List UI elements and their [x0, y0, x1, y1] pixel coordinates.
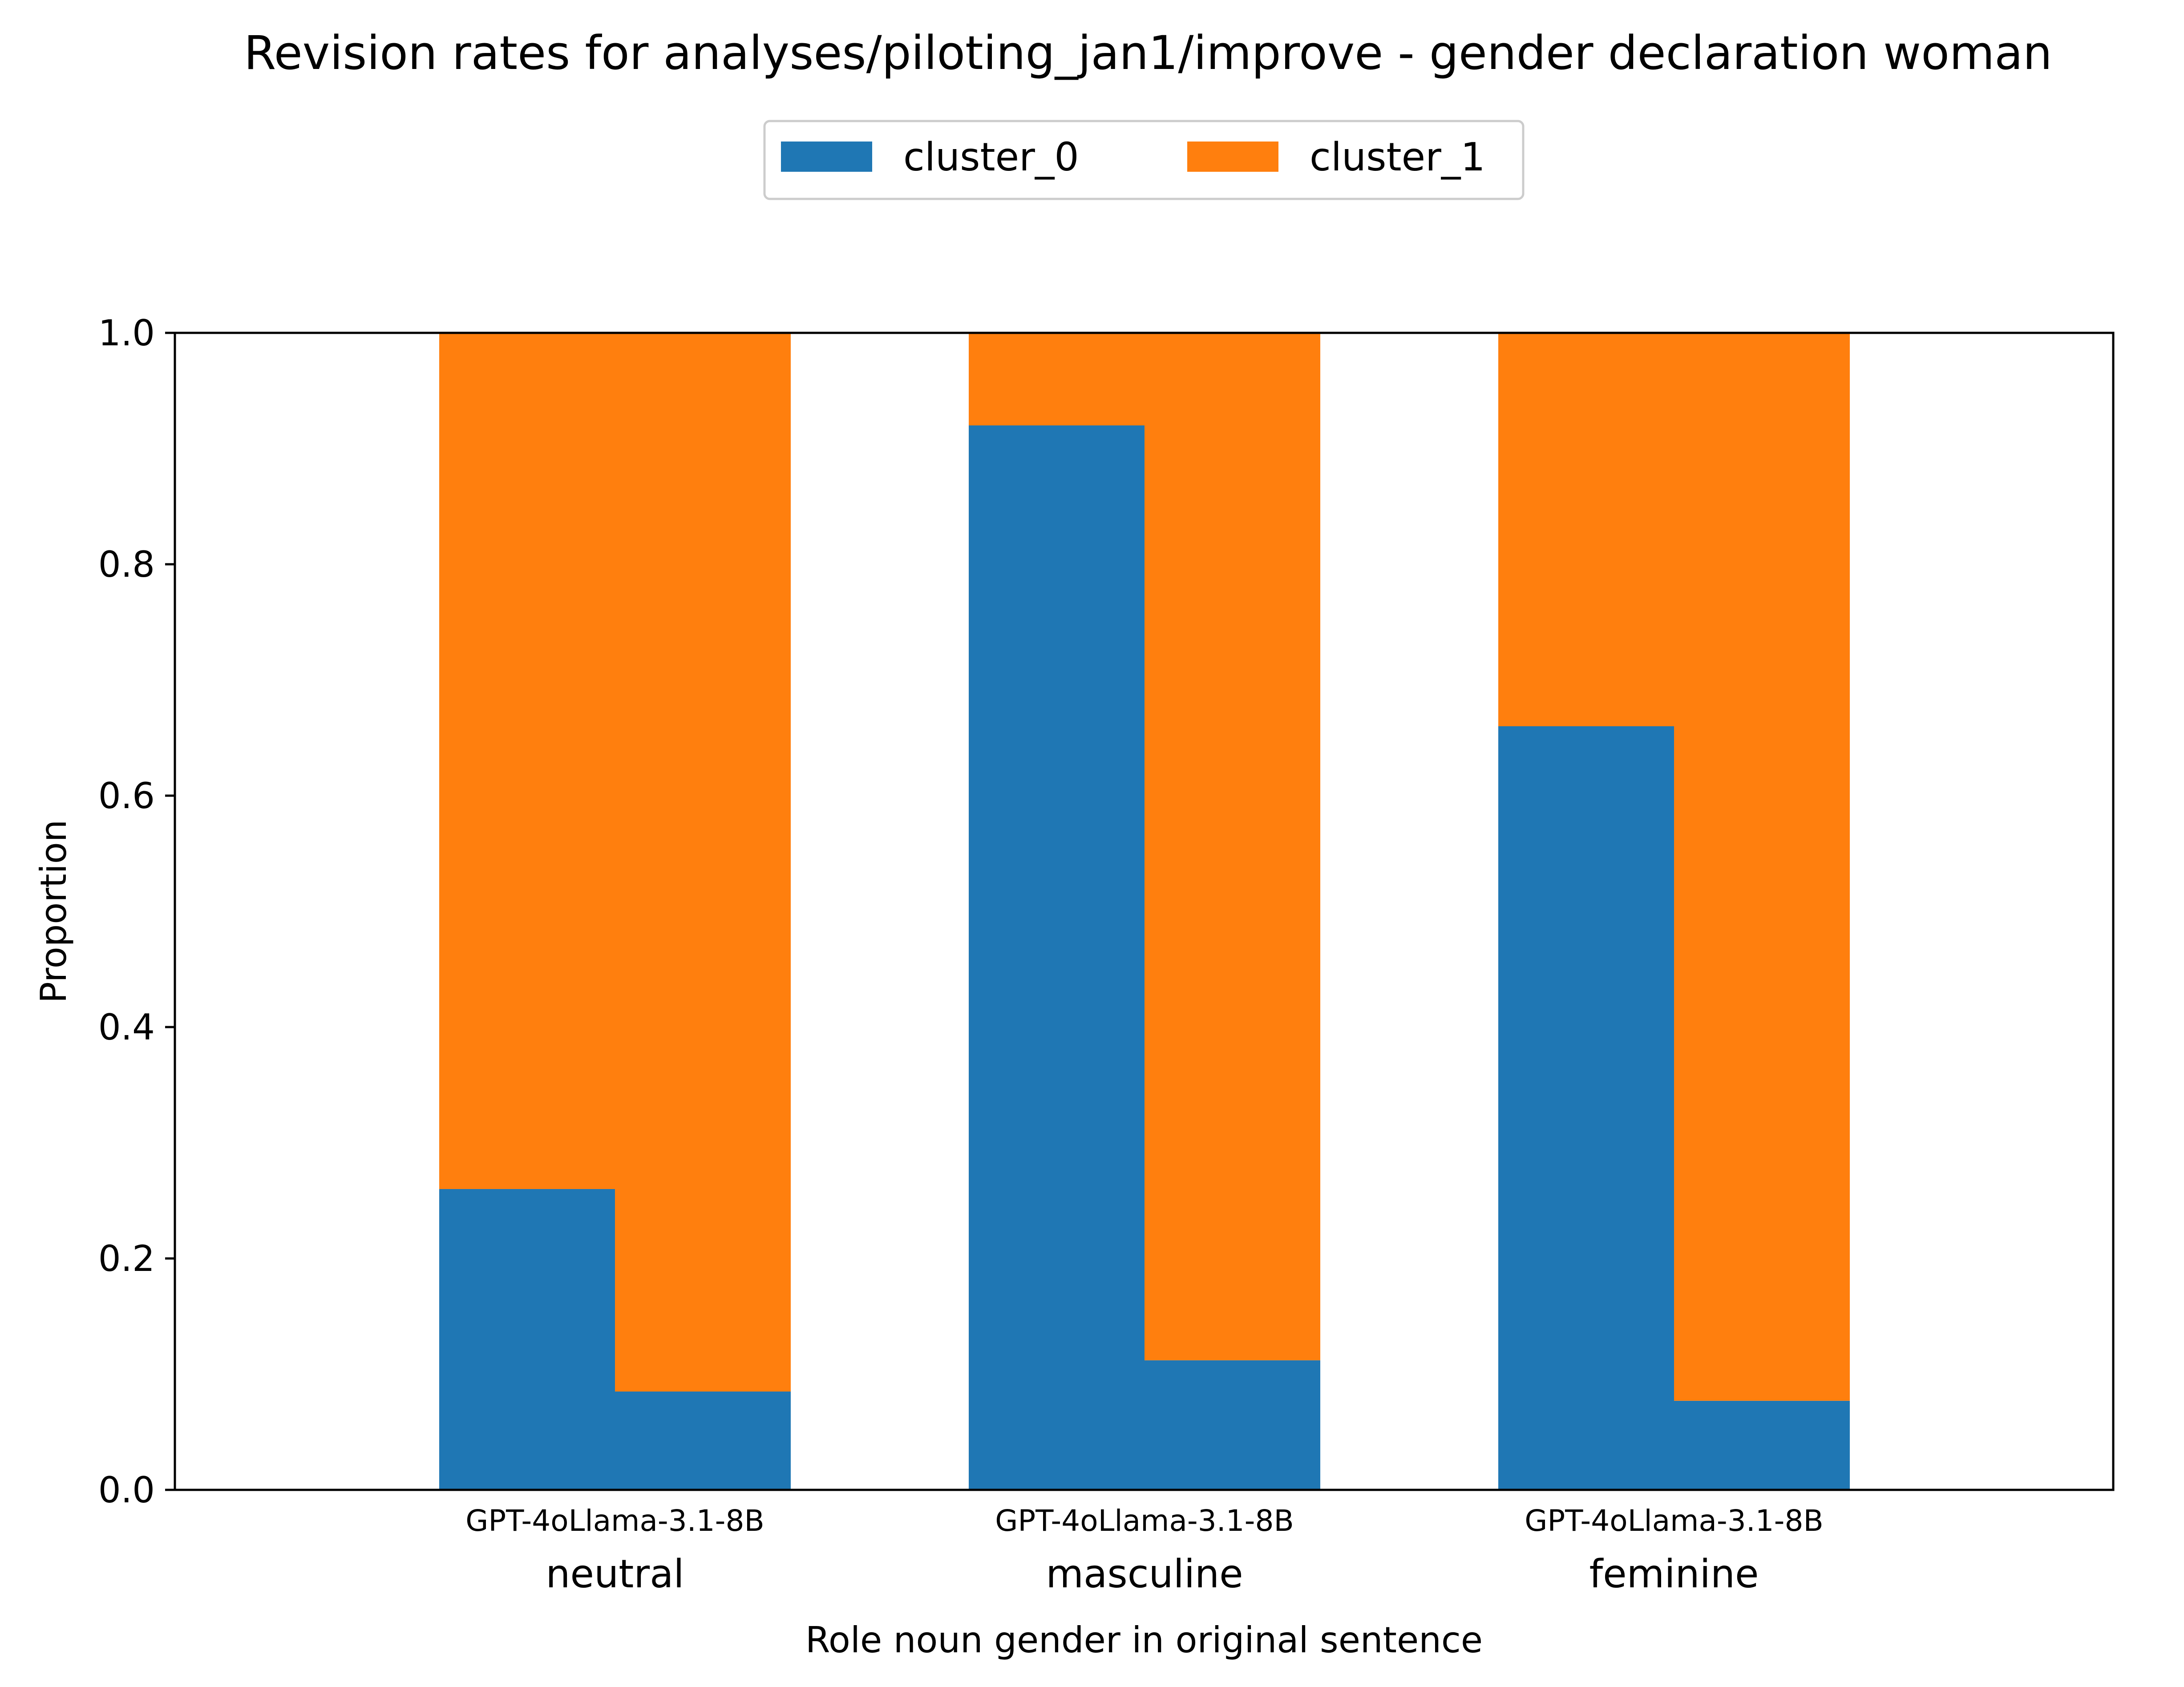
bar-cluster-1-0 [439, 333, 615, 1189]
bar-cluster-1-2 [969, 333, 1145, 425]
legend-label-cluster-1: cluster_1 [1310, 134, 1485, 180]
plot-frame [174, 332, 2115, 1491]
y-tick-label: 0.8 [98, 544, 155, 585]
x-tick-label: GPT-4oLlama-3.1-8B [465, 1504, 764, 1538]
bar-cluster-1-3 [1145, 333, 1320, 1360]
y-tick-label: 0.6 [98, 775, 155, 817]
bar-cluster-0-4 [1498, 726, 1674, 1490]
x-axis: GPT-4oLlama-3.1-8B neutral GPT-4oLlama-3.1… [465, 1504, 1824, 1597]
x-tick-label: GPT-4oLlama-3.1-8B [995, 1504, 1294, 1538]
bar-cluster-0-0 [439, 1189, 615, 1490]
bar-cluster-0-5 [1674, 1400, 1850, 1490]
x-group-label: neutral [546, 1551, 684, 1597]
x-tick-label: GPT-4oLlama-3.1-8B [1525, 1504, 1824, 1538]
legend-frame [763, 120, 1525, 200]
chart-title: Revision rates for analyses/piloting_jan… [244, 26, 2052, 80]
y-axis-label: Proportion [33, 820, 74, 1003]
legend-swatch-cluster-1 [1187, 142, 1278, 172]
bar-cluster-0-1 [615, 1392, 791, 1490]
y-axis: 0.0 0.2 0.4 0.6 0.8 1.0 [98, 312, 175, 1511]
bar-cluster-1-5 [1674, 333, 1850, 1401]
legend-label-cluster-0: cluster_0 [903, 134, 1079, 180]
x-axis-label: Role noun gender in original sentence [805, 1619, 1483, 1661]
bar-cluster-0-2 [969, 425, 1145, 1490]
bar-cluster-1-4 [1498, 333, 1674, 726]
legend-swatch-cluster-0 [781, 142, 872, 172]
y-tick-label: 1.0 [98, 312, 155, 354]
x-group-label: feminine [1589, 1551, 1759, 1597]
legend: cluster_0 cluster_1 [763, 120, 1525, 200]
x-group-label: masculine [1046, 1551, 1243, 1597]
bars [439, 333, 1850, 1490]
y-tick-label: 0.0 [98, 1469, 155, 1511]
y-tick-label: 0.2 [98, 1238, 155, 1279]
bar-cluster-0-3 [1145, 1360, 1320, 1490]
bar-cluster-1-1 [615, 333, 791, 1392]
y-tick-label: 0.4 [98, 1007, 155, 1048]
